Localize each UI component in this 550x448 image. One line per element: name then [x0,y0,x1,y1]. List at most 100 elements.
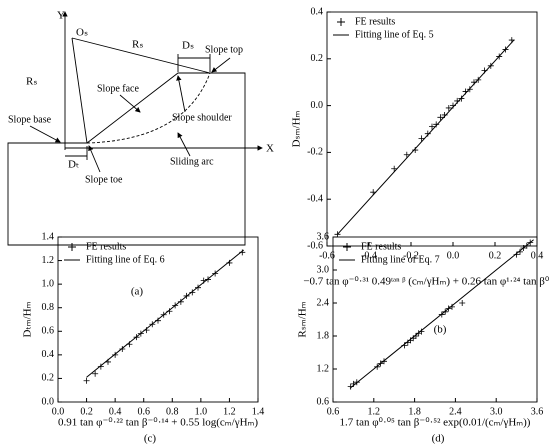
fit-line [86,249,245,378]
panel-label: (d) [432,433,445,445]
legend-label: Fitting line of Eq. 5 [355,29,434,40]
label: Slope shoulder [172,112,232,123]
x-axis-label: 1.7 tan φ⁰·⁰⁵ tan β⁻⁰·⁵² exp(0.01/(cₘ/γH… [340,417,531,429]
fit-line [337,39,515,235]
y-tick-label: 1.4 [42,231,55,242]
point [177,298,184,305]
x-axis-label: −0.7 tan φ⁻⁰·³¹ 0.49ᵗᵃⁿ ᵝ (cₘ/γHₘ) + 0.2… [303,276,550,288]
x-tick-label: 0.6 [327,406,340,417]
x-tick-label: 1.2 [223,406,236,417]
panel-label: (a) [131,286,144,298]
point [189,289,196,296]
y-tick-label: 0.2 [42,373,55,384]
point [195,284,201,291]
y-tick-label: 0.8 [42,302,55,313]
y-tick-label: 3.0 [317,264,330,275]
y-tick-label: 1.8 [317,330,330,341]
x-tick-label: 0.0 [52,406,65,417]
point [97,363,104,370]
legend-label: Fitting line of Eq. 6 [86,254,165,265]
y-tick-label: 1.2 [42,255,55,266]
y-axis-label: Dₛₘ/Hₘ [291,110,303,147]
diagram [7,11,263,246]
y-axis-label: Rₛₘ/Hₘ [297,301,309,337]
legend-label: Fitting line of Eq. 7 [361,254,440,265]
y-tick-label: 0.4 [311,6,324,17]
x-tick-label: -0.6 [319,250,335,261]
x-tick-label: 1.2 [368,406,381,417]
pointer [29,125,61,143]
x-tick-label: -0.2 [403,250,419,261]
legend-label: FE results [86,241,126,252]
y-tick-label: 2.4 [317,297,330,308]
label: Slope base [8,114,52,125]
label: Dₜ [68,159,79,171]
y-axis-label: Dₜₘ/Hₘ [22,301,34,337]
y-tick-label: 0.6 [42,326,55,337]
plot-frame [332,236,538,403]
point [429,123,435,130]
panel-label: (c) [144,433,157,445]
point [412,147,419,154]
label: Sliding arc [170,156,214,167]
x-tick-label: 0.8 [166,406,179,417]
legend-marker [343,243,351,251]
label: Rₛ [132,39,143,51]
label: Rₛ [26,76,37,88]
plot-frame [57,236,259,403]
y-tick-label: -0.6 [307,240,323,251]
pointer [176,75,186,113]
point [92,370,99,377]
point [459,300,466,306]
x-tick-label: 3.0 [490,406,503,417]
plot-frame [326,11,538,247]
x-tick-label: 0.0 [447,250,460,261]
pointer [119,94,141,113]
y-tick-label: -0.2 [307,147,323,158]
x-tick-label: 0.2 [80,406,93,417]
point [391,165,398,172]
legend-label: FE results [355,16,395,27]
y-tick-label: 0.2 [311,53,324,64]
label: Slope toe [85,174,123,185]
point [83,377,90,384]
pointer [211,57,231,73]
label: Oₛ [76,27,88,39]
y-tick-label: 0.0 [42,396,55,407]
x-tick-label: 3.6 [531,406,544,417]
y-tick-label: 3.6 [317,231,330,242]
x-tick-label: -0.4 [361,250,377,261]
pointer [177,132,191,157]
x-tick-label: 0.4 [109,406,122,417]
y-tick-label: 1.2 [317,363,330,374]
y-tick-label: 1.0 [42,278,55,289]
legend-label: FE results [361,241,401,252]
point [403,151,410,158]
panel-label: (b) [434,324,447,336]
y-tick-label: 0.4 [42,349,55,360]
x-tick-label: 1.4 [252,406,265,417]
label: Slope face [97,83,139,94]
x-axis-label: 0.91 tan φ⁻⁰·²² tan β⁻⁰·¹⁴ + 0.55 log(cₘ… [58,417,258,429]
legend-marker [337,18,345,26]
point [418,135,425,142]
x-tick-label: 0.6 [137,406,150,417]
x-tick-label: 2.4 [449,406,462,417]
y-tick-label: -0.4 [307,193,323,204]
pointer [88,145,101,173]
radius [71,37,211,74]
point [437,114,444,121]
fit-line [349,239,534,389]
label: X [266,143,274,155]
x-tick-label: 1.0 [195,406,208,417]
label: Slope top [205,44,243,55]
label: Y [57,10,65,22]
x-tick-label: 0.2 [489,250,502,261]
arc [86,72,211,144]
label: Dₛ [182,40,194,52]
point [445,104,452,111]
point [112,351,119,358]
y-tick-label: 0.0 [311,100,324,111]
legend-marker [68,243,76,251]
